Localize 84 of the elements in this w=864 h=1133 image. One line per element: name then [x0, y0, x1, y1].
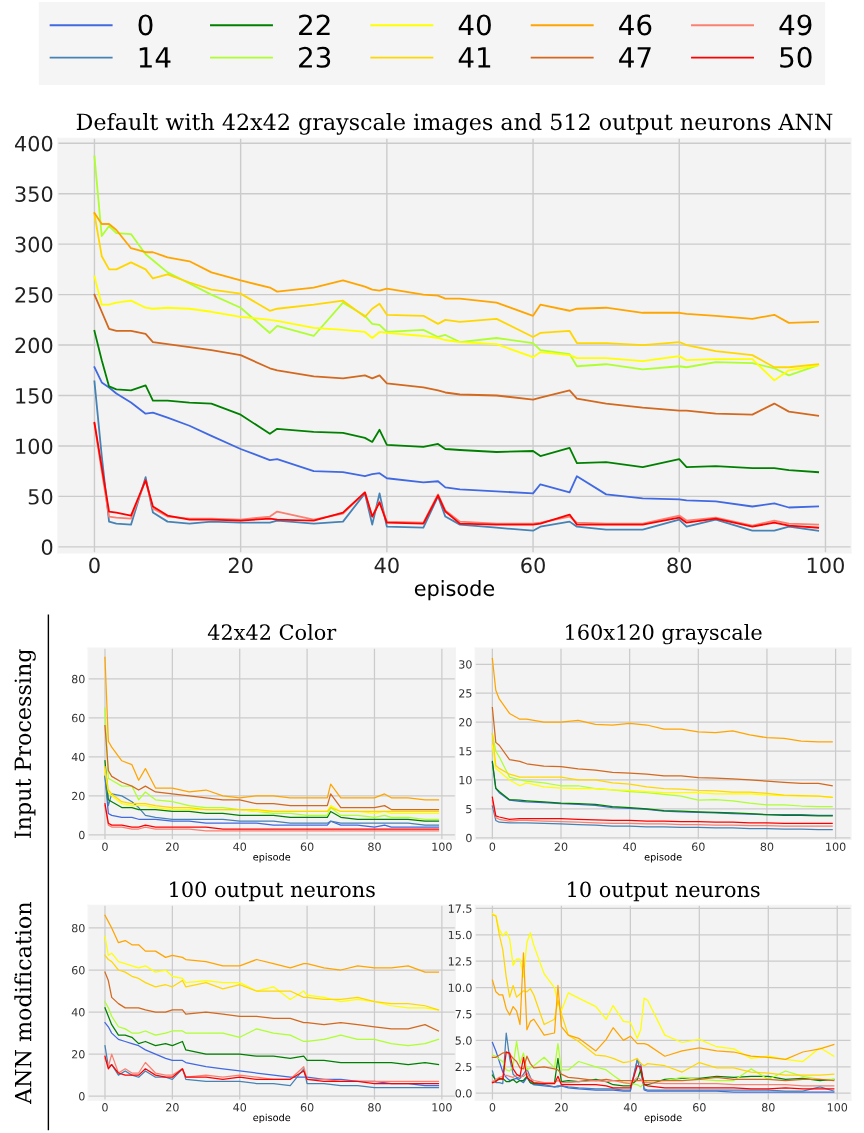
y-tick-label: 60 — [71, 965, 85, 975]
chart-title: 10 output neurons — [568, 881, 760, 902]
x-tick-label: 20 — [166, 1103, 179, 1112]
x-tick-label: 100 — [826, 842, 846, 851]
y-tick-label: 25 — [459, 689, 472, 698]
y-tick-label: 20 — [72, 791, 85, 801]
x-tick-label: 80 — [667, 557, 692, 574]
x-tick-label: 60 — [300, 842, 314, 851]
y-tick-label: 50 — [28, 488, 53, 505]
x-tick-label: 20 — [554, 842, 568, 851]
x-tick-label: 60 — [693, 1103, 706, 1112]
x-tick-label: 100 — [432, 1103, 452, 1112]
legend-label: 0 — [138, 14, 153, 36]
x-tick-label: 80 — [761, 1103, 775, 1112]
x-tick-label: 40 — [233, 842, 247, 851]
x-tick-label: 20 — [555, 1103, 568, 1112]
legend-label: 49 — [779, 14, 812, 36]
y-tick-label: 5 — [466, 805, 472, 814]
legend-label: 41 — [458, 47, 491, 68]
x-tick-label: 80 — [368, 842, 381, 851]
x-tick-label: 60 — [300, 1103, 314, 1112]
y-tick-label: 2.5 — [455, 1062, 472, 1072]
x-tick-label: 20 — [166, 842, 179, 851]
x-tick-label: 40 — [623, 1103, 637, 1112]
x-tick-label: 40 — [233, 1103, 247, 1112]
y-tick-label: 80 — [71, 923, 85, 933]
legend-label: 14 — [139, 47, 171, 68]
x-axis-title: episode — [253, 1113, 291, 1124]
y-tick-label: 15 — [459, 747, 472, 756]
x-tick-label: 0 — [489, 842, 496, 851]
y-tick-label: 300 — [15, 236, 53, 253]
y-tick-label: 17.5 — [448, 904, 472, 913]
y-tick-label: 60 — [71, 713, 85, 723]
legend-label: 46 — [619, 14, 652, 36]
x-axis-title: episode — [414, 580, 495, 601]
x-axis-title: episode — [253, 853, 291, 863]
y-tick-label: 80 — [71, 674, 85, 684]
y-tick-label: 20 — [459, 718, 472, 727]
y-tick-label: 100 — [16, 438, 53, 455]
legend-label: 23 — [299, 46, 331, 68]
x-tick-label: 20 — [228, 557, 253, 574]
y-tick-label: 5.0 — [455, 1036, 472, 1045]
y-tick-label: 150 — [16, 387, 53, 404]
x-tick-label: 100 — [432, 842, 452, 851]
y-tick-label: 20 — [72, 1050, 85, 1059]
x-tick-label: 80 — [760, 842, 774, 851]
x-axis-title: episode — [644, 1113, 682, 1124]
y-tick-label: 0 — [79, 830, 85, 840]
legend-label: 50 — [780, 46, 812, 68]
y-tick-label: 0 — [41, 539, 53, 556]
y-tick-label: 200 — [15, 337, 53, 354]
y-tick-label: 15.0 — [448, 930, 472, 940]
y-tick-label: 10 — [459, 775, 472, 785]
x-axis-title: episode — [644, 853, 682, 863]
y-tick-label: 350 — [15, 186, 53, 202]
y-tick-label: 400 — [14, 135, 53, 152]
y-tick-label: 40 — [71, 752, 85, 762]
text: ANN modification — [14, 902, 32, 1105]
legend-label: 47 — [619, 47, 651, 68]
x-tick-label: 80 — [368, 1103, 381, 1112]
y-tick-label: 40 — [71, 1008, 85, 1017]
y-tick-label: 250 — [15, 287, 53, 303]
chart-title: 160x120 grayscale — [566, 623, 762, 645]
y-tick-label: 10.0 — [448, 983, 472, 992]
chart-title: 42x42 Color — [207, 623, 337, 641]
text: Input Processing — [14, 649, 36, 838]
x-tick-label: 0 — [102, 842, 108, 851]
y-tick-label: 7.5 — [455, 1010, 472, 1019]
x-tick-label: 0 — [102, 1103, 108, 1112]
x-tick-label: 60 — [521, 557, 545, 574]
y-tick-label: 12.5 — [448, 957, 472, 966]
legend-label: 22 — [299, 14, 330, 35]
chart-title: Default with 42x42 grayscale images and 512 output neurons ANN — [76, 113, 833, 135]
y-tick-label: 0 — [79, 1092, 85, 1101]
x-tick-label: 60 — [692, 842, 705, 851]
chart-title: 100 output neurons — [170, 881, 375, 902]
x-tick-label: 40 — [623, 842, 636, 851]
y-tick-label: 0.0 — [455, 1089, 472, 1098]
x-tick-label: 100 — [807, 557, 844, 574]
x-tick-label: 0 — [489, 1103, 496, 1112]
x-tick-label: 40 — [374, 557, 399, 574]
y-tick-label: 30 — [459, 660, 472, 669]
x-tick-label: 100 — [827, 1103, 848, 1112]
y-tick-label: 0 — [466, 833, 472, 843]
